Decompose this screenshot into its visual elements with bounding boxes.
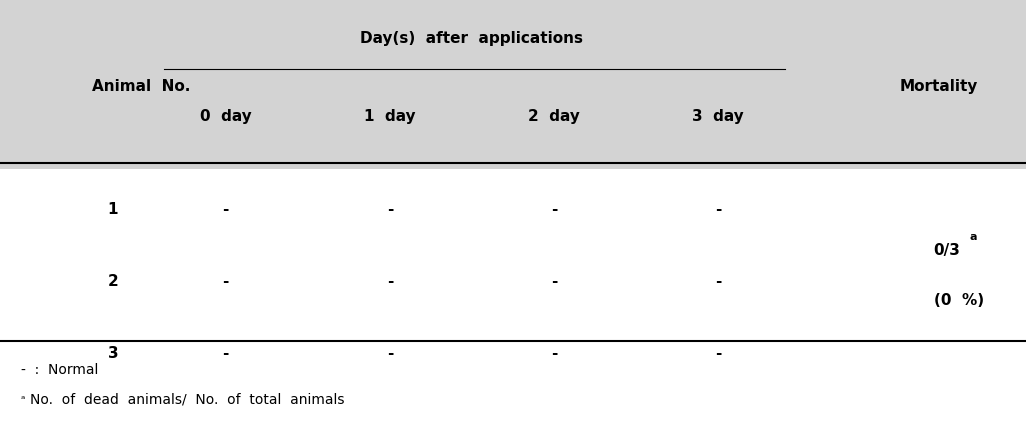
Text: Mortality: Mortality — [900, 79, 978, 94]
Text: 3  day: 3 day — [693, 109, 744, 124]
FancyBboxPatch shape — [0, 0, 1026, 169]
Text: -  :  Normal: - : Normal — [21, 363, 97, 377]
Text: (0  %): (0 %) — [934, 293, 984, 308]
Text: No.  of  dead  animals/  No.  of  total  animals: No. of dead animals/ No. of total animal… — [30, 393, 345, 407]
Text: -: - — [387, 202, 393, 217]
Text: Animal  No.: Animal No. — [92, 79, 191, 94]
Text: 3: 3 — [108, 346, 118, 361]
Text: 0/3: 0/3 — [934, 243, 960, 258]
Text: 0  day: 0 day — [200, 109, 251, 124]
Text: -: - — [223, 202, 229, 217]
Text: 1: 1 — [108, 202, 118, 217]
Text: 1  day: 1 day — [364, 109, 416, 124]
Text: Day(s)  after  applications: Day(s) after applications — [360, 30, 584, 46]
Text: 2  day: 2 day — [528, 109, 580, 124]
Text: -: - — [715, 346, 721, 361]
Text: -: - — [223, 346, 229, 361]
Text: -: - — [387, 346, 393, 361]
Text: -: - — [223, 274, 229, 289]
Text: a: a — [970, 232, 977, 242]
Text: 2: 2 — [108, 274, 118, 289]
Text: -: - — [387, 274, 393, 289]
Text: -: - — [551, 202, 557, 217]
Text: -: - — [551, 346, 557, 361]
Text: ᵃ: ᵃ — [21, 395, 25, 405]
Text: -: - — [551, 274, 557, 289]
Text: -: - — [715, 202, 721, 217]
Text: -: - — [715, 274, 721, 289]
